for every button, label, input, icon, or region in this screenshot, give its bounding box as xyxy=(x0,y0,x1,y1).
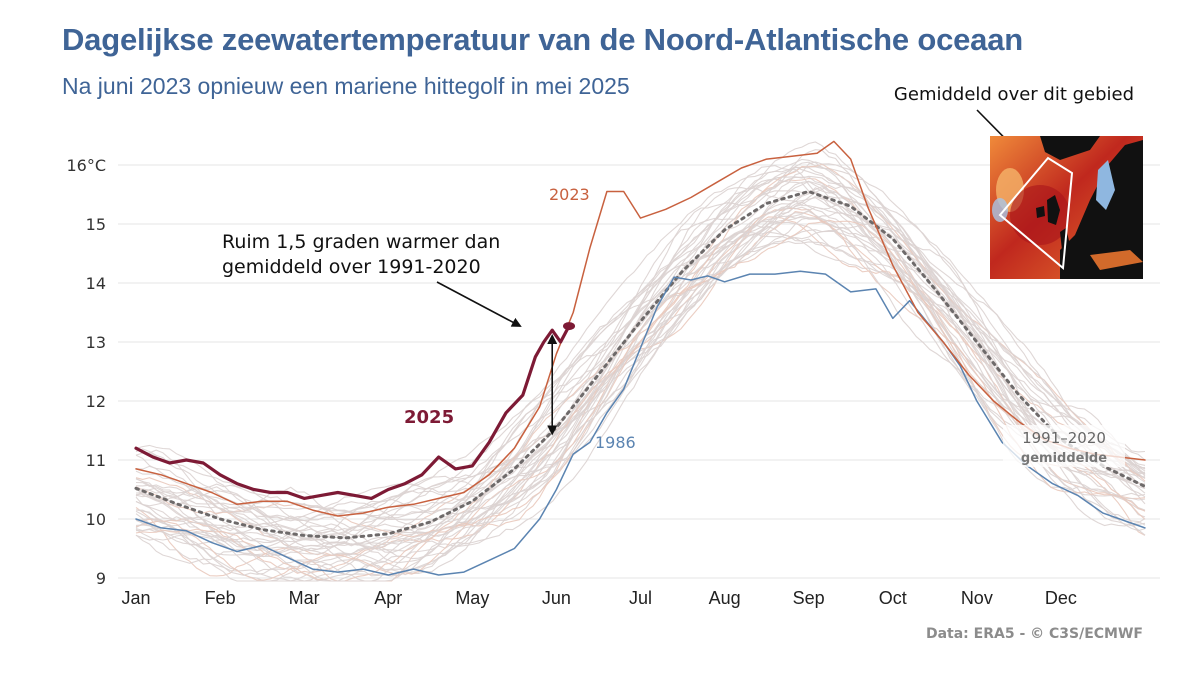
other-year-line xyxy=(135,223,1146,577)
other-year-line xyxy=(135,180,1146,554)
x-tick-label: Oct xyxy=(879,588,907,608)
label-2025: 2025 xyxy=(404,407,454,428)
label-2023: 2023 xyxy=(549,185,590,204)
other-year-line xyxy=(135,163,1146,538)
chart-title: Dagelijkse zeewatertemperatuur van de No… xyxy=(62,22,1023,57)
y-tick-label: 9 xyxy=(96,569,106,588)
warming-annotation: Ruim 1,5 graden warmer dan gemiddeld ove… xyxy=(222,231,558,436)
x-tick-label: Mar xyxy=(289,588,320,608)
y-tick-label: 10 xyxy=(86,510,106,529)
label-average: 1991–2020 gemiddelde xyxy=(1003,425,1125,467)
other-year-line xyxy=(135,166,1146,513)
other-year-line xyxy=(135,207,1146,574)
x-tick-label: Jul xyxy=(629,588,652,608)
other-years-lines xyxy=(135,141,1146,582)
x-tick-label: Jan xyxy=(121,588,150,608)
gridlines xyxy=(118,164,1160,579)
x-axis-ticks: Jan Feb Mar Apr May Jun Jul Aug Sep Oct Nov Dec xyxy=(121,588,1076,608)
x-tick-label: Sep xyxy=(793,588,825,608)
annotation-line2: gemiddeld over 1991-2020 xyxy=(222,256,481,278)
line-2023 xyxy=(135,140,1146,517)
annotation-line1: Ruim 1,5 graden warmer dan xyxy=(222,231,500,253)
label-average-years: 1991–2020 xyxy=(1022,429,1106,447)
other-year-line xyxy=(135,165,1146,547)
y-tick-label: 11 xyxy=(86,451,106,470)
label-average-word: gemiddelde xyxy=(1021,451,1107,466)
other-year-line xyxy=(135,161,1146,539)
x-tick-label: Jun xyxy=(542,588,571,608)
other-year-line xyxy=(135,210,1146,582)
x-tick-label: Aug xyxy=(709,588,741,608)
other-year-line xyxy=(135,190,1146,521)
y-tick-label: 15 xyxy=(86,215,106,234)
x-tick-label: Feb xyxy=(205,588,236,608)
label-1986: 1986 xyxy=(595,433,636,452)
inset-map-label: Gemiddeld over dit gebied xyxy=(894,84,1134,105)
line-1986 xyxy=(135,270,1146,576)
other-year-line xyxy=(135,185,1146,564)
inset-map: Gemiddeld over dit gebied xyxy=(894,84,1143,279)
x-tick-label: Apr xyxy=(374,588,402,608)
chart-subtitle: Na juni 2023 opnieuw een mariene hittego… xyxy=(62,73,630,99)
line-average-1991-2020 xyxy=(134,190,1147,540)
data-source: Data: ERA5 - © C3S/ECMWF xyxy=(925,626,1143,642)
other-year-line xyxy=(135,201,1146,573)
x-tick-label: May xyxy=(455,588,489,608)
y-tick-label: 14 xyxy=(86,274,106,293)
other-year-line xyxy=(135,212,1146,582)
end-marker-2025 xyxy=(563,322,576,331)
highlighted-series xyxy=(134,140,1147,576)
annotation-arrow xyxy=(436,281,522,327)
x-tick-label: Dec xyxy=(1045,588,1077,608)
y-tick-label: 16°C xyxy=(66,156,106,175)
y-axis-ticks: 9 10 11 12 13 14 15 16°C xyxy=(66,156,106,588)
other-year-line xyxy=(135,141,1146,520)
y-tick-label: 12 xyxy=(86,392,106,411)
europe-map-image xyxy=(990,136,1143,279)
x-tick-label: Nov xyxy=(961,588,993,608)
other-year-line xyxy=(135,206,1146,551)
y-tick-label: 13 xyxy=(86,333,106,352)
line-2025 xyxy=(134,324,571,500)
series-labels: 2023 2025 1986 1991–2020 gemiddelde xyxy=(404,185,1125,467)
